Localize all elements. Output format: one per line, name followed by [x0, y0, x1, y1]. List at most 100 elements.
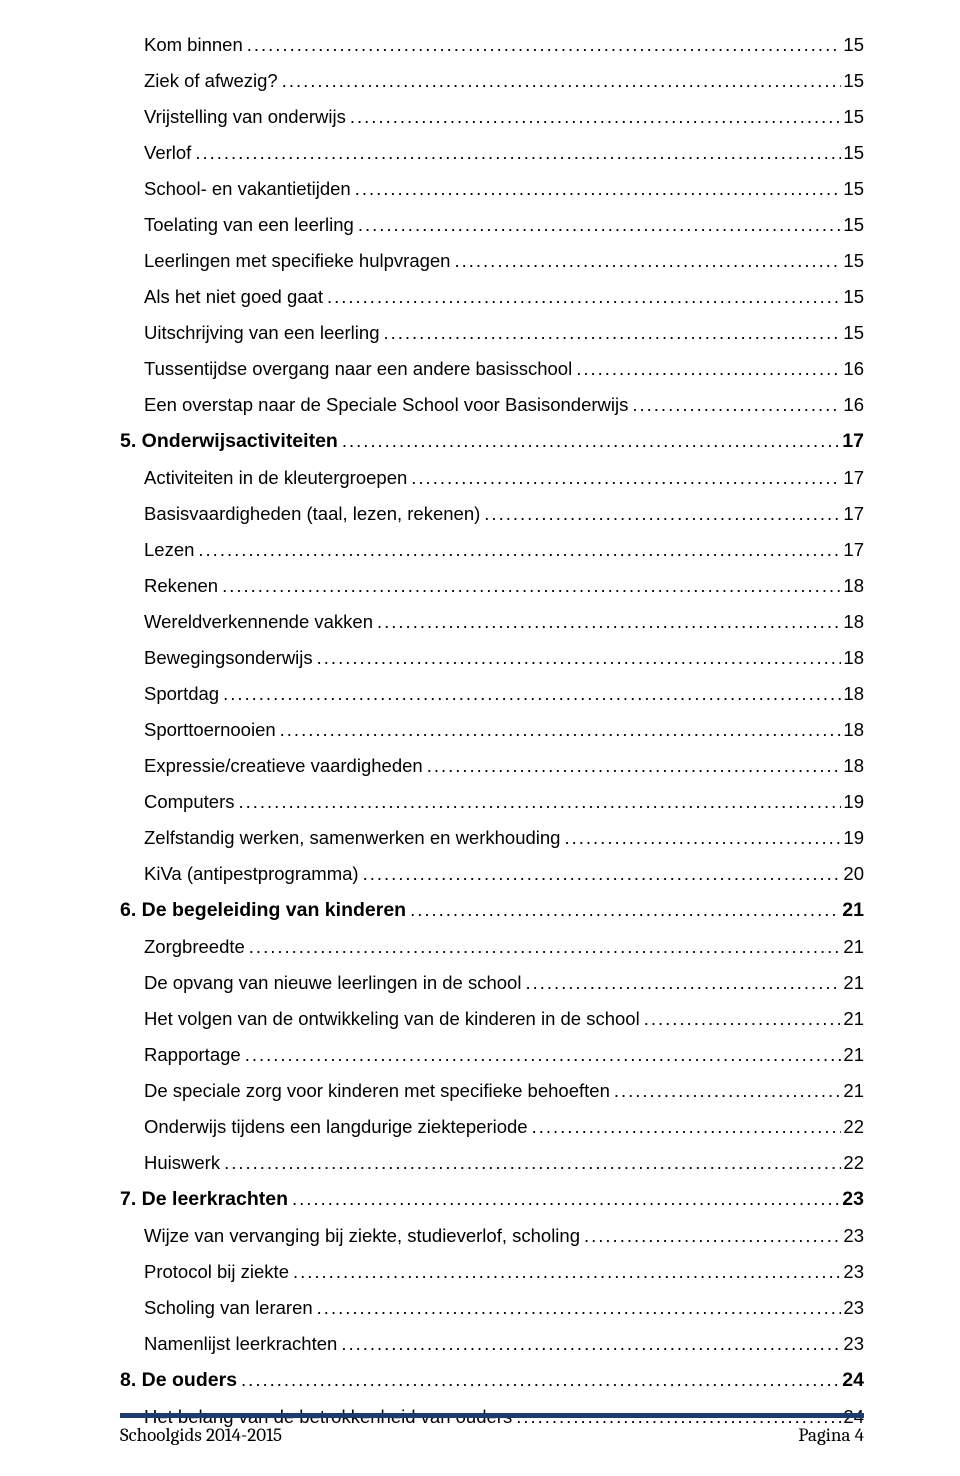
toc-entry: Wijze van vervanging bij ziekte, studiev…	[144, 1225, 864, 1247]
toc-entry-page: 17	[841, 503, 864, 525]
toc-entry: Basisvaardigheden (taal, lezen, rekenen)…	[144, 503, 864, 525]
toc-entry: Huiswerk22	[144, 1152, 864, 1174]
toc-leader-dots	[278, 70, 842, 92]
toc-entry-page: 19	[841, 827, 864, 849]
toc-entry-label: Sportdag	[144, 683, 219, 705]
toc-leader-dots	[337, 1333, 841, 1355]
toc-entry-page: 21	[841, 1044, 864, 1066]
toc-entry-page: 15	[841, 214, 864, 236]
toc-leader-dots	[245, 936, 842, 958]
toc-leader-dots	[354, 214, 842, 236]
toc-entry: Vrijstelling van onderwijs15	[144, 106, 864, 128]
toc-entry-page: 21	[841, 1008, 864, 1030]
toc-leader-dots	[313, 647, 842, 669]
toc-entry: Zorgbreedte21	[144, 936, 864, 958]
toc-entry-page: 19	[841, 791, 864, 813]
toc-entry: Lezen17	[144, 539, 864, 561]
toc-entry-page: 20	[841, 863, 864, 885]
toc-entry-label: Rapportage	[144, 1044, 241, 1066]
toc-entry-label: Kom binnen	[144, 34, 243, 56]
toc-entry-page: 15	[841, 250, 864, 272]
toc-entry: Computers19	[144, 791, 864, 813]
toc-entry: Expressie/creatieve vaardigheden18	[144, 755, 864, 777]
toc-entry-label: Ziek of afwezig?	[144, 70, 278, 92]
toc-leader-dots	[640, 1008, 842, 1030]
toc-entry: Toelating van een leerling 15	[144, 214, 864, 236]
toc-entry-page: 15	[841, 70, 864, 92]
toc-entry: Uitschrijving van een leerling15	[144, 322, 864, 344]
toc-entry-label: Zorgbreedte	[144, 936, 245, 958]
toc-entry-page: 16	[841, 358, 864, 380]
toc-entry: Protocol bij ziekte 23	[144, 1261, 864, 1283]
footer-rule	[120, 1413, 864, 1418]
toc-entry-label: Zelfstandig werken, samenwerken en werkh…	[144, 827, 560, 849]
toc-entry-page: 21	[841, 972, 864, 994]
toc-entry-page: 15	[841, 142, 864, 164]
toc-entry-page: 18	[841, 755, 864, 777]
toc-entry: Het volgen van de ontwikkeling van de ki…	[144, 1008, 864, 1030]
toc-leader-dots	[243, 34, 842, 56]
toc-leader-dots	[373, 611, 841, 633]
toc-entry-label: 7. De leerkrachten	[120, 1188, 288, 1211]
toc-entry-label: Leerlingen met specifieke hulpvragen	[144, 250, 450, 272]
toc-leader-dots	[450, 250, 841, 272]
toc-leader-dots	[323, 286, 841, 308]
toc-entry-label: Tussentijdse overgang naar een andere ba…	[144, 358, 572, 380]
toc-entry-label: Rekenen	[144, 575, 218, 597]
toc-entry-page: 23	[841, 1261, 864, 1283]
toc-entry-label: Een overstap naar de Speciale School voo…	[144, 394, 628, 416]
toc-entry-label: Sporttoernooien	[144, 719, 276, 741]
toc-entry: Rapportage 21	[144, 1044, 864, 1066]
toc-entry: Ziek of afwezig? 15	[144, 70, 864, 92]
toc-leader-dots	[288, 1188, 840, 1210]
toc-entry: Een overstap naar de Speciale School voo…	[144, 394, 864, 416]
toc-entry-page: 21	[841, 1080, 864, 1102]
toc-entry-label: Het volgen van de ontwikkeling van de ki…	[144, 1008, 640, 1030]
toc-entry-label: Vrijstelling van onderwijs	[144, 106, 346, 128]
toc-leader-dots	[219, 683, 841, 705]
toc-entry: 6. De begeleiding van kinderen21	[120, 899, 864, 922]
toc-entry-label: Lezen	[144, 539, 194, 561]
toc-leader-dots	[628, 394, 841, 416]
toc-leader-dots	[379, 322, 841, 344]
toc-leader-dots	[220, 1152, 841, 1174]
toc-leader-dots	[560, 827, 841, 849]
toc-entry-label: Toelating van een leerling	[144, 214, 354, 236]
footer-row: Schoolgids 2014-2015 Pagina 4	[120, 1424, 864, 1446]
toc-entry: Rekenen18	[144, 575, 864, 597]
toc-entry: Activiteiten in de kleutergroepen17	[144, 467, 864, 489]
toc-entry-page: 17	[840, 430, 864, 453]
toc-entry-page: 15	[841, 34, 864, 56]
toc-leader-dots	[241, 1044, 842, 1066]
toc-entry-page: 23	[840, 1188, 864, 1211]
toc-entry-label: Protocol bij ziekte	[144, 1261, 289, 1283]
toc-entry-label: Wijze van vervanging bij ziekte, studiev…	[144, 1225, 580, 1247]
toc-leader-dots	[313, 1297, 842, 1319]
toc-entry: Scholing van leraren23	[144, 1297, 864, 1319]
toc-entry: 8. De ouders24	[120, 1369, 864, 1392]
toc-entry-page: 21	[840, 899, 864, 922]
toc-entry: Sporttoernooien18	[144, 719, 864, 741]
toc-entry: 7. De leerkrachten 23	[120, 1188, 864, 1211]
toc-leader-dots	[423, 755, 842, 777]
toc-entry-page: 24	[840, 1369, 864, 1392]
toc-leader-dots	[338, 430, 840, 452]
toc-leader-dots	[237, 1369, 840, 1391]
toc-leader-dots	[191, 142, 841, 164]
toc-entry-label: Huiswerk	[144, 1152, 220, 1174]
toc-entry-label: Als het niet goed gaat	[144, 286, 323, 308]
toc-entry-label: Basisvaardigheden (taal, lezen, rekenen)	[144, 503, 480, 525]
toc-entry: Onderwijs tijdens een langdurige ziektep…	[144, 1116, 864, 1138]
toc-entry-label: Activiteiten in de kleutergroepen	[144, 467, 407, 489]
footer-left-text: Schoolgids 2014-2015	[120, 1424, 282, 1446]
toc-leader-dots	[528, 1116, 842, 1138]
toc-entry-label: De speciale zorg voor kinderen met speci…	[144, 1080, 610, 1102]
toc-entry: KiVa (antipestprogramma)20	[144, 863, 864, 885]
table-of-contents: Kom binnen 15 Ziek of afwezig? 15 Vrijstelli…	[120, 34, 864, 1428]
toc-entry: Leerlingen met specifieke hulpvragen 15	[144, 250, 864, 272]
toc-leader-dots	[218, 575, 841, 597]
toc-leader-dots	[572, 358, 841, 380]
document-page: Kom binnen 15 Ziek of afwezig? 15 Vrijstelli…	[0, 0, 960, 1476]
toc-leader-dots	[359, 863, 842, 885]
toc-entry-page: 23	[841, 1225, 864, 1247]
